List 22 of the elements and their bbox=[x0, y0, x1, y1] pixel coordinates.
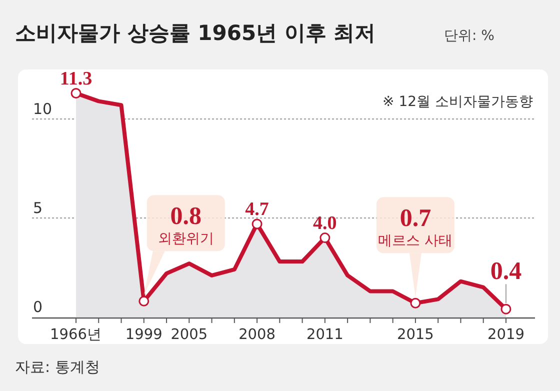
text: 자료: 통계청 bbox=[15, 358, 100, 376]
y-tick-label: 0 bbox=[33, 298, 43, 316]
x-tick-label: 2015 bbox=[396, 327, 434, 343]
data-label: 0.8 bbox=[170, 203, 202, 230]
x-tick-label: 1966년 bbox=[50, 327, 102, 343]
annotation: 메르스 사태 bbox=[378, 233, 453, 250]
data-label: 0.4 bbox=[490, 258, 522, 286]
data-label: 4.7 bbox=[245, 198, 270, 220]
data-label: 0.7 bbox=[400, 205, 432, 232]
y-tick-label: 10 bbox=[33, 100, 52, 118]
y-tick-label: 5 bbox=[33, 199, 43, 217]
data-label: 4.0 bbox=[313, 212, 337, 234]
x-tick-label: 2011 bbox=[306, 327, 344, 343]
x-tick-label: 2005 bbox=[170, 327, 208, 343]
annotation: ※ 12월 소비자물가동향 bbox=[382, 94, 533, 110]
chart-subtitle: 단위: % bbox=[444, 28, 494, 44]
data-label: 11.3 bbox=[60, 68, 92, 90]
x-tick-label: 2008 bbox=[238, 327, 276, 343]
x-tick-label: 2019 bbox=[488, 327, 524, 343]
annotation: 외환위기 bbox=[158, 231, 214, 248]
chart-title: 소비자물가 상승률 1965년 이후 최저 bbox=[15, 21, 376, 45]
x-tick-label: 1999 bbox=[125, 327, 162, 343]
